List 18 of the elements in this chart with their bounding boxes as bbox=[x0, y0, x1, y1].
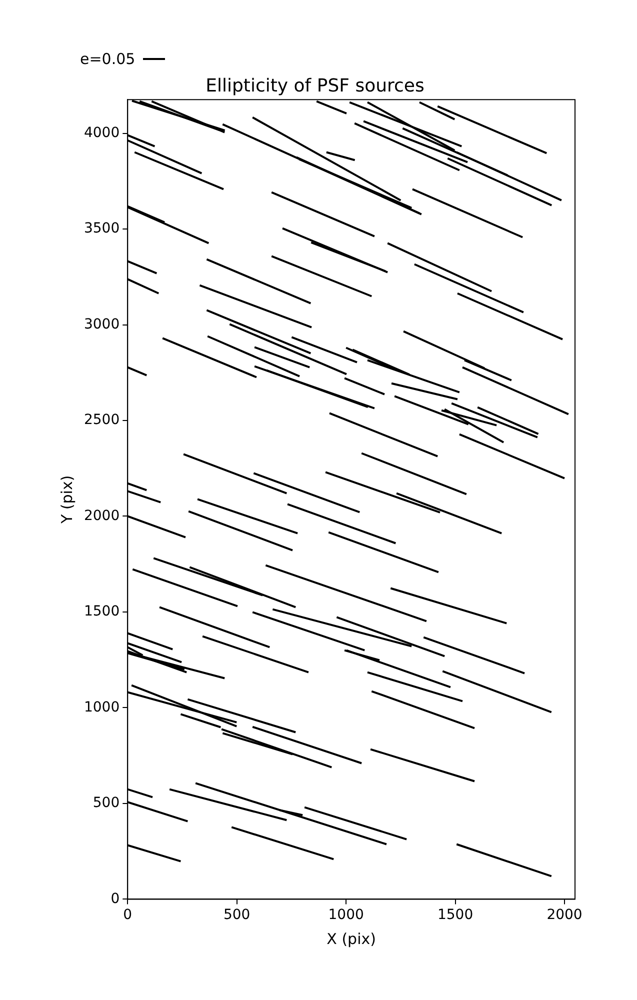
x-axis-title: X (pix) bbox=[326, 930, 376, 948]
y-tick-label: 500 bbox=[92, 795, 120, 812]
y-axis-title: Y (pix) bbox=[58, 475, 76, 524]
x-tick-label: 1500 bbox=[437, 907, 474, 924]
chart-title: Ellipticity of PSF sources bbox=[206, 75, 424, 96]
y-tick-label: 2500 bbox=[84, 412, 120, 428]
y-tick-label: 1500 bbox=[84, 604, 120, 620]
y-tick-label: 4000 bbox=[84, 124, 120, 141]
y-tick-label: 3000 bbox=[84, 316, 120, 332]
y-tick-label: 2000 bbox=[84, 508, 120, 524]
x-tick-label: 1000 bbox=[328, 907, 364, 924]
y-tick-label: 3500 bbox=[84, 220, 120, 237]
text: e=0.05 bbox=[80, 50, 136, 68]
y-tick-label: 1000 bbox=[84, 699, 120, 716]
y-tick-label: 0 bbox=[110, 890, 120, 907]
x-tick-label: 500 bbox=[223, 907, 250, 924]
x-tick-label: 2000 bbox=[546, 907, 582, 924]
x-tick-label: 0 bbox=[123, 907, 132, 924]
